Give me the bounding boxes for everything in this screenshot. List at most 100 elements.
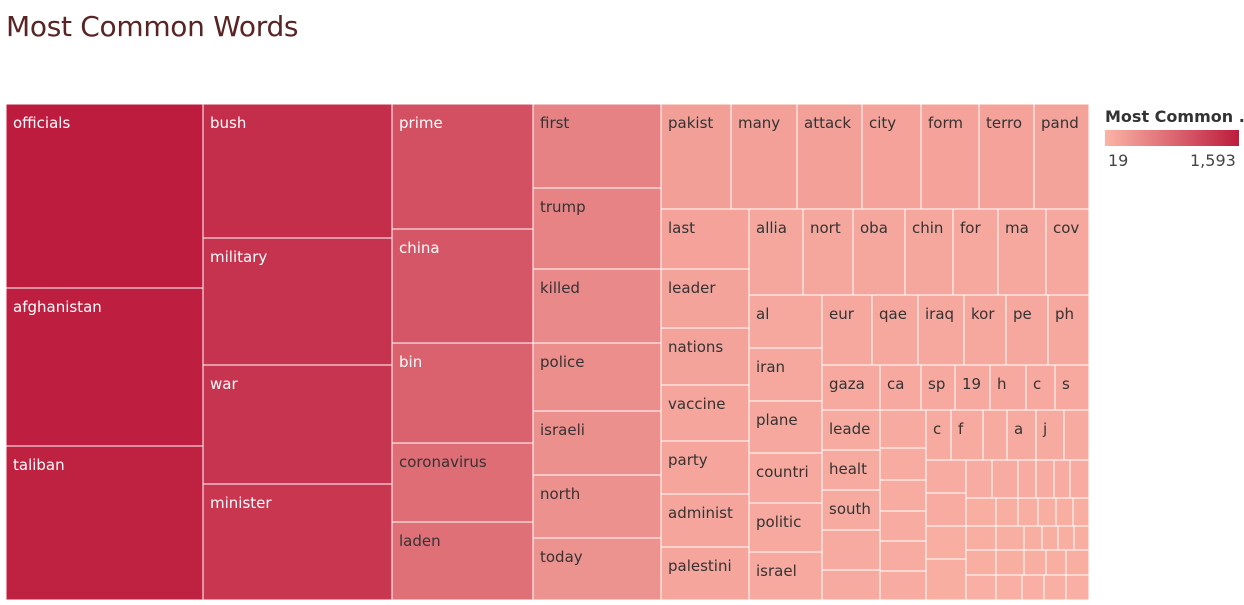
treemap-cell[interactable] xyxy=(925,459,967,494)
treemap-cell[interactable] xyxy=(879,540,927,572)
treemap-cell-pakist[interactable]: pakist xyxy=(660,103,732,210)
treemap-cell[interactable] xyxy=(995,497,1019,527)
treemap-cell-china[interactable]: china xyxy=(391,228,534,344)
treemap-cell[interactable] xyxy=(1023,549,1047,576)
treemap-cell-nort[interactable]: nort xyxy=(802,208,854,296)
treemap-cell-taliban[interactable]: taliban xyxy=(5,445,204,601)
treemap-cell-palestini[interactable]: palestini xyxy=(660,546,750,601)
treemap-cell-prime[interactable]: prime xyxy=(391,103,534,230)
treemap-cell-j[interactable]: j xyxy=(1035,409,1065,461)
treemap-cell-politic[interactable]: politic xyxy=(748,502,823,553)
treemap-cell[interactable] xyxy=(1045,549,1067,576)
treemap-cell[interactable] xyxy=(991,459,1019,499)
treemap-cell-h[interactable]: h xyxy=(989,364,1027,411)
treemap-cell-minister[interactable]: minister xyxy=(202,483,393,601)
treemap-cell-attack[interactable]: attack xyxy=(796,103,863,210)
treemap-cell[interactable] xyxy=(879,479,927,512)
treemap-cell[interactable] xyxy=(1017,459,1037,499)
treemap-cell-many[interactable]: many xyxy=(730,103,798,210)
treemap-cell-administ[interactable]: administ xyxy=(660,493,750,548)
treemap-cell-qae[interactable]: qae xyxy=(871,294,919,366)
treemap-cell[interactable] xyxy=(879,570,927,601)
treemap-cell[interactable] xyxy=(1057,525,1075,551)
treemap-cell-police[interactable]: police xyxy=(532,342,662,412)
treemap-cell-c[interactable]: c xyxy=(1025,364,1056,411)
treemap-cell-leader[interactable]: leader xyxy=(660,268,750,329)
treemap-cell[interactable] xyxy=(925,558,967,601)
treemap-cell-war[interactable]: war xyxy=(202,364,393,485)
treemap-cell[interactable] xyxy=(1021,574,1045,601)
treemap-cell-form[interactable]: form xyxy=(920,103,980,210)
treemap-cell-party[interactable]: party xyxy=(660,440,750,495)
treemap-cell-plane[interactable]: plane xyxy=(748,400,823,454)
treemap-cell-pand[interactable]: pand xyxy=(1033,103,1090,210)
treemap-cell[interactable] xyxy=(1043,574,1067,601)
treemap-cell[interactable] xyxy=(879,447,927,481)
treemap-cell[interactable] xyxy=(965,574,997,601)
treemap-cell-today[interactable]: today xyxy=(532,537,662,601)
treemap-cell-city[interactable]: city xyxy=(861,103,922,210)
treemap-cell-f[interactable]: f xyxy=(950,409,984,461)
treemap-cell-oba[interactable]: oba xyxy=(852,208,906,296)
treemap-cell-israel[interactable]: israel xyxy=(748,551,823,601)
treemap-cell-vaccine[interactable]: vaccine xyxy=(660,384,750,442)
treemap-cell-s[interactable]: s xyxy=(1054,364,1090,411)
treemap-cell-al[interactable]: al xyxy=(748,294,823,349)
treemap-cell-eur[interactable]: eur xyxy=(821,294,873,366)
treemap-cell-for[interactable]: for xyxy=(952,208,999,296)
treemap-cell-trump[interactable]: trump xyxy=(532,187,662,270)
treemap-cell-cov[interactable]: cov xyxy=(1045,208,1090,296)
treemap-cell-kor[interactable]: kor xyxy=(963,294,1007,366)
treemap-cell[interactable] xyxy=(925,525,967,560)
treemap-cell[interactable] xyxy=(1041,525,1059,551)
treemap-cell[interactable] xyxy=(982,409,1008,461)
treemap-cell-afghanistan[interactable]: afghanistan xyxy=(5,287,204,447)
treemap-cell[interactable] xyxy=(1072,497,1090,527)
treemap-cell[interactable] xyxy=(821,569,881,601)
treemap-cell-ca[interactable]: ca xyxy=(879,364,922,411)
treemap-cell-bush[interactable]: bush xyxy=(202,103,393,239)
treemap-cell[interactable] xyxy=(1063,409,1090,461)
treemap-cell-iran[interactable]: iran xyxy=(748,347,823,402)
treemap-cell[interactable] xyxy=(1035,459,1055,499)
treemap-cell-last[interactable]: last xyxy=(660,208,750,270)
treemap-cell-a[interactable]: a xyxy=(1006,409,1037,461)
treemap-cell-chin[interactable]: chin xyxy=(904,208,954,296)
treemap-cell-healt[interactable]: healt xyxy=(821,449,881,491)
treemap-cell[interactable] xyxy=(879,510,927,542)
treemap-cell-nations[interactable]: nations xyxy=(660,327,750,386)
treemap-cell[interactable] xyxy=(965,525,997,551)
treemap-cell-c[interactable]: c xyxy=(925,409,952,461)
treemap-cell[interactable] xyxy=(995,549,1025,576)
treemap-cell-north[interactable]: north xyxy=(532,474,662,539)
treemap-cell-allia[interactable]: allia xyxy=(748,208,804,296)
treemap-cell-iraq[interactable]: iraq xyxy=(917,294,965,366)
treemap-cell[interactable] xyxy=(1037,497,1057,527)
treemap-cell-bin[interactable]: bin xyxy=(391,342,534,444)
treemap-cell[interactable] xyxy=(925,492,967,527)
treemap-cell-ph[interactable]: ph xyxy=(1047,294,1090,366)
treemap-cell-countri[interactable]: countri xyxy=(748,452,823,504)
treemap-cell[interactable] xyxy=(1053,459,1071,499)
treemap-cell[interactable] xyxy=(1069,459,1090,499)
treemap-cell-19[interactable]: 19 xyxy=(954,364,991,411)
treemap-cell-pe[interactable]: pe xyxy=(1005,294,1049,366)
treemap-cell-ma[interactable]: ma xyxy=(997,208,1047,296)
treemap-cell-killed[interactable]: killed xyxy=(532,268,662,344)
treemap-cell-leade[interactable]: leade xyxy=(821,409,881,451)
treemap-cell-officials[interactable]: officials xyxy=(5,103,204,289)
treemap-cell-gaza[interactable]: gaza xyxy=(821,364,881,411)
treemap-cell[interactable] xyxy=(879,409,927,449)
treemap-cell-sp[interactable]: sp xyxy=(920,364,956,411)
treemap-cell[interactable] xyxy=(965,497,997,527)
treemap-cell-south[interactable]: south xyxy=(821,489,881,531)
treemap-cell-israeli[interactable]: israeli xyxy=(532,410,662,476)
treemap-cell-coronavirus[interactable]: coronavirus xyxy=(391,442,534,523)
treemap-cell[interactable] xyxy=(1055,497,1074,527)
treemap-cell[interactable] xyxy=(995,574,1023,601)
treemap-cell[interactable] xyxy=(1065,574,1090,601)
treemap-cell[interactable] xyxy=(965,459,993,499)
treemap-cell[interactable] xyxy=(1017,497,1039,527)
treemap-cell[interactable] xyxy=(1023,525,1043,551)
treemap-cell[interactable] xyxy=(1065,549,1090,576)
